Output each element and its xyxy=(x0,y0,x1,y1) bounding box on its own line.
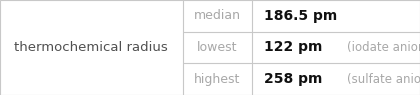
Text: 122 pm: 122 pm xyxy=(264,40,323,55)
Text: 258 pm: 258 pm xyxy=(264,72,323,86)
Text: (iodate anion): (iodate anion) xyxy=(347,41,420,54)
Text: lowest: lowest xyxy=(197,41,238,54)
Text: median: median xyxy=(194,9,241,22)
Text: highest: highest xyxy=(194,73,241,86)
Text: 186.5 pm: 186.5 pm xyxy=(264,9,337,23)
Text: (sulfate anion): (sulfate anion) xyxy=(347,73,420,86)
Text: thermochemical radius: thermochemical radius xyxy=(14,41,168,54)
